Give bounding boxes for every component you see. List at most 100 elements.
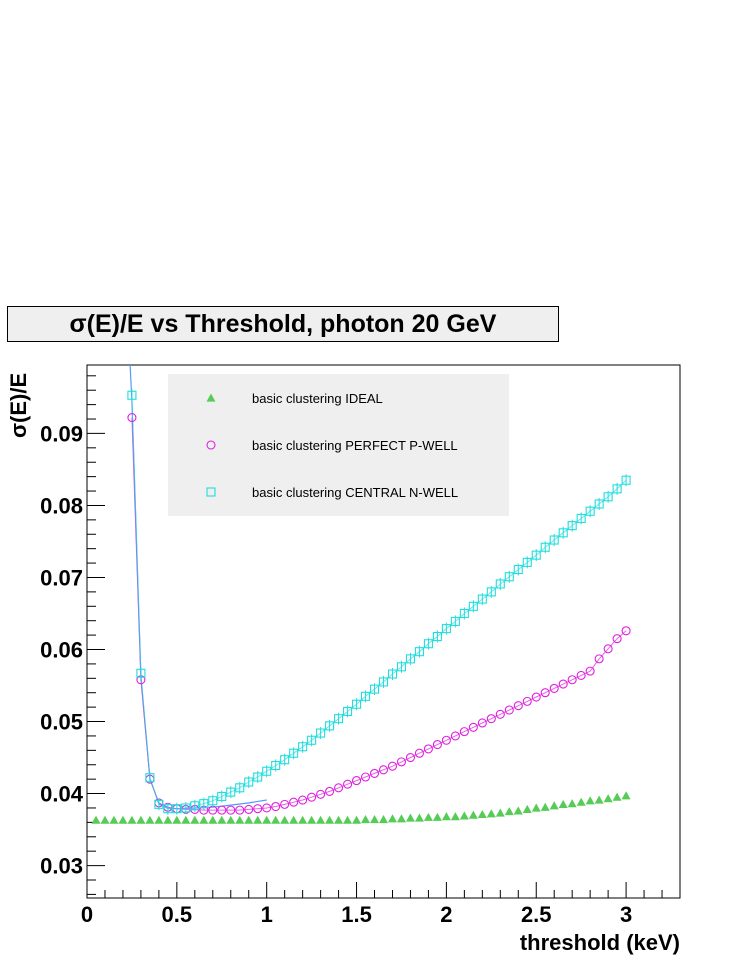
x-tick-label: 2: [440, 902, 452, 927]
series-1-point: [136, 815, 146, 824]
series-2-point: [307, 792, 317, 802]
series-2-point: [576, 670, 586, 680]
series-1-point: [163, 815, 173, 824]
series-1-point: [414, 813, 424, 822]
series-2-point: [244, 804, 254, 814]
series-1-point: [387, 814, 397, 823]
y-tick-label: 0.04: [40, 782, 84, 807]
series-1-point: [235, 815, 245, 824]
series-1-point: [567, 799, 577, 808]
series-2-point: [549, 683, 559, 693]
series-1-point: [280, 815, 290, 824]
series-2-point: [226, 805, 236, 815]
series-2-point: [612, 634, 622, 644]
series-1-point: [423, 812, 433, 821]
x-tick-label: 2.5: [521, 902, 552, 927]
series-2-point: [423, 744, 433, 754]
series-1-point: [495, 808, 505, 817]
series-line-2: [131, 417, 627, 811]
series-1-point: [118, 815, 128, 824]
series-2-point: [387, 761, 398, 771]
series-2-point: [378, 765, 389, 775]
series-1-point: [208, 815, 218, 824]
series-1-point: [549, 801, 559, 810]
series-1-point: [594, 795, 604, 804]
series-1-point: [307, 815, 317, 824]
chart-title: σ(E)/E vs Threshold, photon 20 GeV: [7, 306, 559, 342]
series-1-point: [154, 815, 164, 824]
axis-tick-labels: 0 0.5 1 1.5 2 2.5 3 0.03 0.04 0.05 0.06 0.07 0.08 0.0…: [40, 421, 632, 927]
x-tick-label: 0: [81, 902, 93, 927]
series-1-point: [316, 815, 326, 824]
series-2-point: [235, 805, 245, 815]
series-1-point: [352, 815, 362, 824]
series-1-point: [172, 815, 182, 824]
series-2-point: [280, 799, 290, 809]
legend-frame: [168, 374, 509, 516]
series-1-point: [91, 815, 101, 824]
axis-ticks: [86, 375, 681, 898]
series-1-point: [325, 815, 335, 824]
series-1-point: [513, 806, 523, 815]
series-1-point: [621, 791, 631, 800]
series-2-point: [477, 718, 487, 728]
series-2-point: [405, 752, 416, 763]
series-2-point: [298, 795, 308, 805]
x-tick-label: 0.5: [162, 902, 193, 927]
legend-marker-1: [206, 393, 216, 402]
y-tick-label: 0.06: [40, 638, 83, 663]
series-2-point: [316, 789, 326, 799]
series-1-point: [289, 815, 299, 824]
series-2-point: [441, 735, 451, 745]
series-markers: [91, 389, 631, 824]
series-1-point: [477, 809, 487, 819]
y-axis-label: σ(E)/E: [6, 373, 31, 438]
x-tick-label: 3: [620, 902, 632, 927]
series-1-point: [271, 815, 281, 824]
series-1-point: [459, 811, 469, 820]
series-1-point: [190, 815, 200, 824]
series-2-point: [334, 783, 344, 793]
series-1-point: [468, 810, 478, 819]
legend-label-2: basic clustering PERFECT P-WELL: [252, 438, 458, 453]
series-1-point: [432, 812, 442, 821]
series-1-point: [370, 814, 380, 824]
series-1-point: [100, 815, 110, 824]
series-2-point: [369, 768, 380, 778]
series-2-point: [325, 786, 335, 796]
x-axis-label: threshold (keV): [520, 930, 680, 955]
series-2-point: [396, 757, 407, 767]
series-2-point: [127, 413, 137, 423]
series-2-point: [450, 731, 460, 741]
legend-marker-3: [206, 487, 216, 497]
series-2-point: [531, 692, 541, 702]
series-1-point: [405, 813, 415, 822]
series-2-point: [567, 675, 577, 685]
series-2-point: [217, 805, 227, 815]
series-2-point: [351, 776, 362, 786]
series-2-point: [343, 779, 353, 789]
series-1-point: [262, 815, 272, 824]
series-2-point: [504, 705, 514, 715]
series-1-point: [531, 803, 541, 812]
series-2-point: [603, 644, 613, 654]
series-2-point: [585, 666, 595, 676]
series-1-point: [217, 815, 227, 824]
y-tick-label: 0.08: [40, 493, 83, 518]
series-1-point: [226, 815, 236, 824]
series-1-point: [504, 807, 514, 816]
series-1-point: [486, 809, 496, 818]
series-2-point: [253, 804, 263, 814]
series-1-point: [199, 815, 209, 824]
series-1-point: [540, 802, 550, 811]
series-1-point: [244, 815, 254, 824]
y-tick-label: 0.07: [40, 565, 83, 590]
series-1-point: [612, 792, 622, 801]
y-tick-label: 0.03: [40, 854, 83, 879]
series-2-point: [414, 748, 424, 758]
series-2-point: [540, 688, 550, 698]
series-2-point: [522, 696, 532, 706]
x-tick-label: 1.5: [341, 902, 372, 927]
series-1-point: [585, 796, 595, 805]
